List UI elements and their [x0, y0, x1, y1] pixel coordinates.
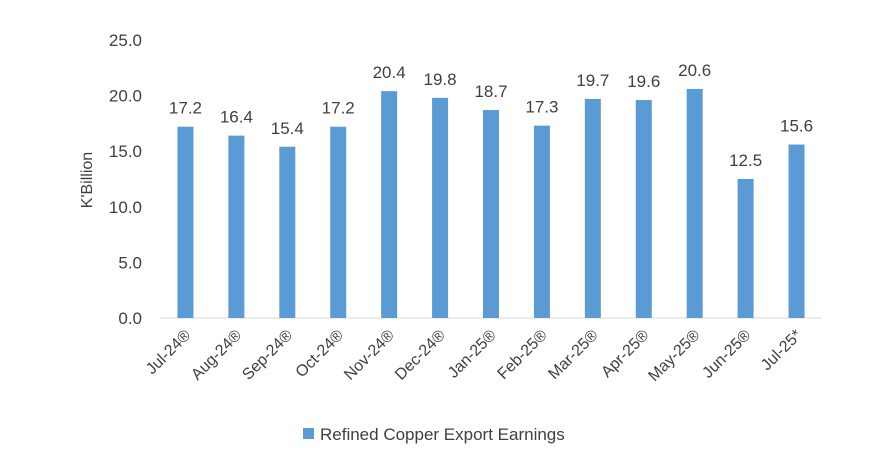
x-tick-label: Mar-25® [545, 327, 601, 383]
x-tick-label: Dec-24® [392, 327, 449, 384]
x-tick-label: Sep-24® [239, 327, 296, 384]
data-label: 12.5 [729, 151, 762, 170]
data-labels: 17.2 16.4 15.4 17.2 20.4 19.8 18.7 17.3 19.7 19.6… [169, 61, 813, 170]
y-axis-ticks: 0.0 5.0 10.0 15.0 20.0 25.0 [109, 31, 142, 328]
x-tick-label: Jul-24® [143, 327, 194, 378]
bar [228, 135, 245, 318]
legend-label: Refined Copper Export Earnings [320, 425, 565, 444]
bar [737, 179, 754, 318]
x-tick-label: May-25® [645, 327, 703, 385]
bar [635, 100, 652, 318]
bar [177, 126, 194, 319]
data-label: 17.2 [322, 99, 355, 118]
legend-swatch [303, 428, 314, 439]
data-label: 18.7 [474, 82, 507, 101]
y-tick-label: 25.0 [109, 31, 142, 50]
bar [533, 125, 550, 319]
x-tick-label: Jun-25® [699, 327, 754, 382]
bar [584, 98, 601, 318]
data-label: 17.2 [169, 99, 202, 118]
x-tick-label: Oct-24® [293, 327, 347, 381]
y-tick-label: 20.0 [109, 87, 142, 106]
data-label: 19.8 [424, 70, 457, 89]
x-tick-label: Nov-24® [341, 327, 398, 384]
data-label: 15.4 [271, 119, 304, 138]
bar [330, 126, 347, 319]
x-tick-label: Jul-25* [758, 327, 805, 374]
x-tick-label: Jan-25® [445, 327, 500, 382]
y-tick-label: 15.0 [109, 142, 142, 161]
bar [483, 110, 499, 318]
x-tick-label: Aug-24® [188, 327, 245, 384]
data-label: 16.4 [220, 108, 253, 127]
bar [279, 146, 296, 318]
x-tick-label: Feb-25® [495, 327, 551, 383]
data-label: 19.6 [627, 72, 660, 91]
y-tick-label: 0.0 [118, 309, 142, 328]
data-label: 20.6 [678, 61, 711, 80]
legend: Refined Copper Export Earnings [303, 425, 565, 444]
data-label: 19.7 [576, 71, 609, 90]
bar [381, 91, 398, 318]
y-axis-title: K'Billion [79, 152, 96, 208]
bars [177, 88, 805, 319]
bar [686, 88, 703, 318]
x-axis-ticks: Jul-24®Aug-24®Sep-24®Oct-24®Nov-24®Dec-2… [143, 327, 805, 385]
data-label: 20.4 [373, 63, 406, 82]
data-label: 15.6 [780, 117, 813, 136]
y-tick-label: 5.0 [118, 253, 142, 272]
bar [432, 97, 449, 318]
bar [788, 144, 805, 318]
data-label: 17.3 [525, 98, 558, 117]
y-tick-label: 10.0 [109, 198, 142, 217]
